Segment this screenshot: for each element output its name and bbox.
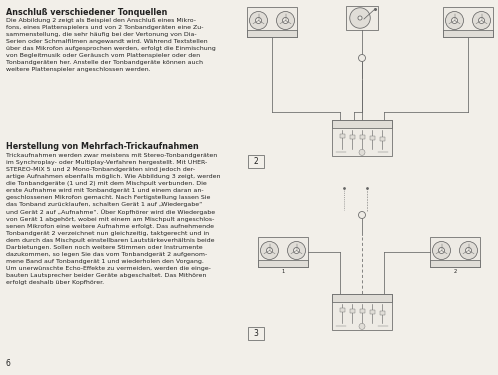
Circle shape [452, 18, 458, 24]
Circle shape [479, 18, 485, 24]
Circle shape [249, 12, 267, 30]
Circle shape [359, 149, 365, 155]
Circle shape [359, 323, 365, 329]
Bar [379, 311, 384, 315]
Bar [332, 120, 392, 156]
Text: 2: 2 [453, 269, 457, 274]
Bar [360, 309, 365, 314]
Bar [346, 6, 378, 30]
Bar [340, 134, 345, 138]
Bar [247, 30, 297, 37]
Bar [332, 294, 392, 330]
Circle shape [260, 242, 278, 260]
Bar [258, 260, 308, 267]
Bar [350, 309, 355, 312]
Text: Anschluß verschiedener Tonquellen: Anschluß verschiedener Tonquellen [6, 8, 167, 17]
Circle shape [359, 54, 366, 62]
Circle shape [439, 248, 445, 254]
Circle shape [432, 242, 451, 260]
Bar [332, 294, 392, 302]
Circle shape [466, 248, 472, 254]
Circle shape [446, 12, 464, 30]
Bar [370, 310, 374, 314]
Bar [258, 237, 308, 267]
Bar [248, 155, 264, 168]
Bar [443, 7, 493, 37]
Text: 1: 1 [281, 269, 285, 274]
Bar [247, 7, 297, 37]
Text: Herstellung von Mehrfach-Trickaufnahmen: Herstellung von Mehrfach-Trickaufnahmen [6, 142, 199, 151]
Bar [430, 237, 480, 267]
Circle shape [276, 12, 294, 30]
Circle shape [359, 211, 366, 219]
Text: 2: 2 [253, 157, 258, 166]
Text: Die Abbildung 2 zeigt als Beispiel den Anschluß eines Mikro-
fons, eines Platten: Die Abbildung 2 zeigt als Beispiel den A… [6, 18, 216, 72]
Circle shape [358, 16, 362, 20]
Circle shape [350, 8, 370, 28]
Circle shape [266, 248, 272, 254]
Circle shape [282, 18, 288, 24]
Bar [350, 135, 355, 138]
Circle shape [473, 12, 491, 30]
Bar [443, 30, 493, 37]
Text: Trickaufnahmen werden zwar meistens mit Stereo-Tonbandgeräten
im Synchroplay- od: Trickaufnahmen werden zwar meistens mit … [6, 153, 221, 285]
Bar [340, 308, 345, 312]
Bar [332, 120, 392, 128]
Bar [430, 260, 480, 267]
Circle shape [460, 242, 478, 260]
Circle shape [293, 248, 299, 254]
Text: 6: 6 [6, 359, 11, 368]
Bar [248, 327, 264, 340]
Bar [370, 136, 374, 140]
Circle shape [255, 18, 261, 24]
Text: 3: 3 [253, 329, 258, 338]
Bar [379, 137, 384, 141]
Bar [360, 135, 365, 140]
Circle shape [287, 242, 305, 260]
